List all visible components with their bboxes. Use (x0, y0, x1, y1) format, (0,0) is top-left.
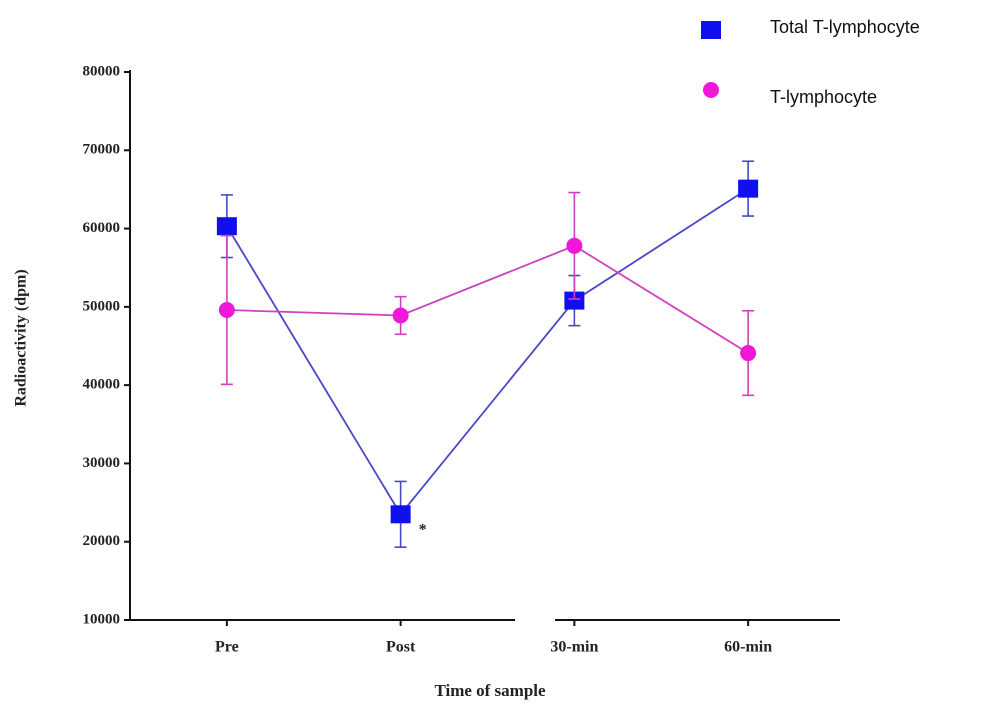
y-tick-label: 10000 (83, 611, 121, 627)
chart: Radioactivity (dpm) Time of sample 10000… (0, 0, 982, 707)
x-tick-label: 30-min (550, 639, 598, 656)
data-point (738, 180, 758, 198)
x-tick-label: 60-min (724, 639, 772, 656)
legend-label: Total T-lymphocyte (770, 17, 920, 37)
x-axis-label: Time of sample (434, 681, 546, 700)
y-tick-label: 80000 (83, 63, 121, 79)
data-point (391, 505, 411, 523)
y-tick-label: 40000 (83, 377, 121, 393)
y-tick-label: 30000 (83, 455, 121, 471)
data-point (740, 345, 756, 361)
x-tick-label: Post (386, 639, 416, 656)
y-tick-label: 60000 (83, 220, 121, 236)
y-tick-label: 50000 (83, 298, 121, 314)
data-point (393, 307, 409, 323)
legend-marker (703, 82, 719, 98)
x-tick-label: Pre (215, 639, 239, 656)
legend-label: T-lymphocyte (770, 87, 877, 107)
series-line (227, 246, 748, 353)
data-point (219, 302, 235, 318)
data-point (566, 238, 582, 254)
y-axis-label: Radioactivity (dpm) (13, 269, 30, 406)
y-tick-label: 70000 (83, 142, 121, 158)
annotation: * (419, 521, 427, 538)
data-point (217, 217, 237, 235)
series-line (227, 189, 748, 515)
legend-marker (701, 21, 721, 39)
y-tick-label: 20000 (83, 533, 121, 549)
